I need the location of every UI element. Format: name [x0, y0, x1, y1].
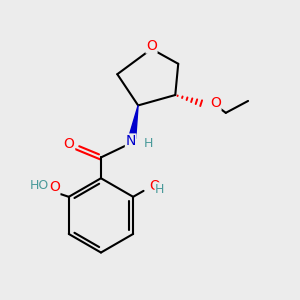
Text: O: O: [49, 180, 60, 194]
Text: N: N: [125, 134, 136, 148]
Text: O: O: [210, 96, 221, 110]
Polygon shape: [129, 105, 138, 139]
Text: O: O: [64, 137, 75, 151]
Text: H: H: [155, 183, 165, 196]
Text: O: O: [149, 179, 161, 194]
Text: O: O: [146, 39, 157, 53]
Text: HO: HO: [30, 179, 49, 192]
Text: H: H: [144, 137, 153, 150]
